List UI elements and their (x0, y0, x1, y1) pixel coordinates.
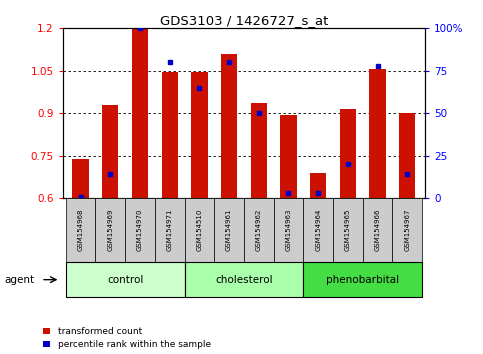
Bar (280, 115, 297, 198)
Text: control: control (107, 275, 143, 285)
Bar (340, 109, 356, 198)
Legend: transformed count, percentile rank within the sample: transformed count, percentile rank withi… (43, 327, 211, 349)
Bar (303, 262, 422, 297)
Bar (72, 159, 89, 198)
Bar (185, 262, 303, 297)
Bar (392, 198, 422, 262)
Bar (125, 198, 155, 262)
Bar (66, 198, 96, 262)
Text: GSM154963: GSM154963 (285, 209, 291, 251)
Text: GSM154962: GSM154962 (256, 209, 262, 251)
Bar (96, 198, 125, 262)
Bar (399, 113, 415, 198)
Text: phenobarbital: phenobarbital (326, 275, 399, 285)
Bar (161, 72, 178, 198)
Text: GSM154964: GSM154964 (315, 209, 321, 251)
Text: GSM154510: GSM154510 (197, 209, 202, 251)
Text: GSM154966: GSM154966 (374, 209, 381, 251)
Text: GSM154965: GSM154965 (345, 209, 351, 251)
Title: GDS3103 / 1426727_s_at: GDS3103 / 1426727_s_at (160, 14, 328, 27)
Text: GSM154961: GSM154961 (226, 209, 232, 251)
Bar (185, 198, 214, 262)
Bar (333, 198, 363, 262)
Bar (132, 28, 148, 198)
Bar (221, 54, 237, 198)
Text: cholesterol: cholesterol (215, 275, 273, 285)
Bar (273, 198, 303, 262)
Bar (191, 72, 208, 198)
Text: GSM154967: GSM154967 (404, 209, 410, 251)
Bar (369, 69, 386, 198)
Bar (310, 173, 327, 198)
Bar (155, 198, 185, 262)
Bar (363, 198, 392, 262)
Bar (244, 198, 273, 262)
Bar (303, 198, 333, 262)
Text: GSM154971: GSM154971 (167, 209, 173, 251)
Text: agent: agent (5, 275, 35, 285)
Bar (214, 198, 244, 262)
Text: GSM154969: GSM154969 (107, 209, 114, 251)
Text: GSM154968: GSM154968 (78, 209, 84, 251)
Bar (251, 103, 267, 198)
Text: GSM154970: GSM154970 (137, 209, 143, 251)
Bar (102, 105, 118, 198)
Bar (66, 262, 185, 297)
